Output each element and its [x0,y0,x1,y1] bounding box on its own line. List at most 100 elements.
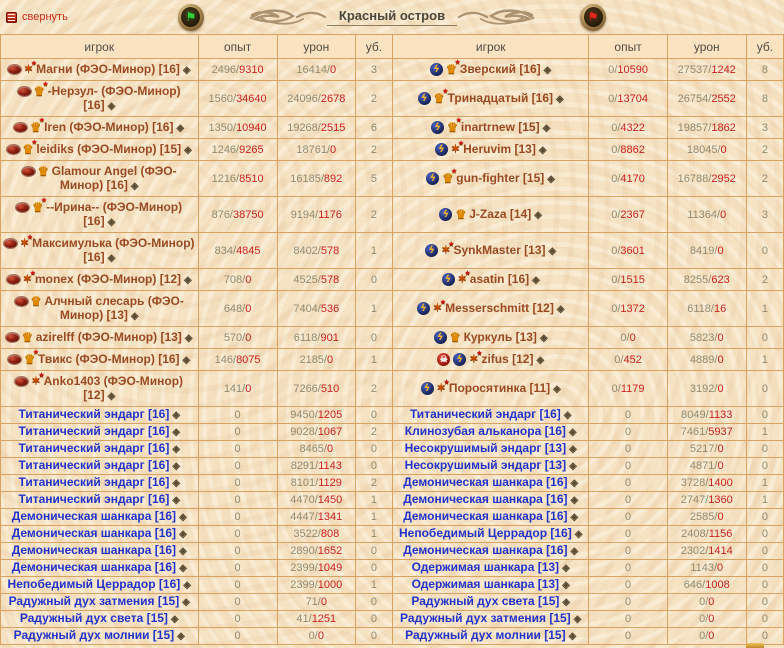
info-icon[interactable]: ◈ [172,410,181,421]
player-name-link[interactable]: Максимулька (ФЭО-Минор) [16] [32,235,195,264]
info-icon[interactable]: ◈ [107,216,116,228]
player-name-link[interactable]: Зверский [16] [459,61,541,76]
player-name-link[interactable]: Heruvim [13] [463,141,536,156]
monster-name-link[interactable]: Демоническая шанкара [16] [403,543,568,557]
player-name-link[interactable]: Тринадцатый [16] [447,90,554,105]
monster-name-link[interactable]: Непобедимый Церрадор [16] [7,577,181,591]
monster-name-link[interactable]: Титанический эндарг [16] [18,492,170,506]
info-icon[interactable]: ◈ [556,93,564,105]
info-icon[interactable]: ◈ [107,252,116,264]
monster-name-link[interactable]: Титанический эндарг [16] [18,475,170,489]
player-name-link[interactable]: -Нерзул- (ФЭО-Минор) [16] [47,83,181,112]
info-icon[interactable]: ◈ [130,310,139,322]
player-name-link[interactable]: leidiks (ФЭО-Минор) [15] [36,141,182,156]
player-name-link[interactable]: J-Zaza [14] [469,206,532,221]
monster-name-link[interactable]: Радужный дух затмения [15] [400,611,571,625]
info-icon[interactable]: ◈ [172,427,181,438]
info-icon[interactable]: ◈ [538,144,547,156]
monster-name-link[interactable]: Титанический эндарг [16] [18,424,170,438]
info-icon[interactable]: ◈ [107,390,116,402]
info-icon[interactable]: ◈ [172,461,181,472]
info-icon[interactable]: ◈ [570,495,579,506]
info-icon[interactable]: ◈ [543,64,552,76]
info-icon[interactable]: ◈ [183,580,191,591]
monster-name-link[interactable]: Демоническая шанкара [16] [403,475,568,489]
player-name-link[interactable]: asatin [16] [469,271,530,286]
player-name-link[interactable]: azirelff (ФЭО-Минор) [13] [35,329,182,344]
info-icon[interactable]: ◈ [177,631,185,642]
info-icon[interactable]: ◈ [539,332,548,344]
player-name-link[interactable]: Поросятинка [11] [448,380,551,395]
monster-name-link[interactable]: Титанический эндарг [16] [18,407,170,421]
monster-name-link[interactable]: Радужный дух молнии [15] [405,628,566,642]
info-icon[interactable]: ◈ [570,478,579,489]
monster-name-link[interactable]: Титанический эндарг [16] [409,407,561,421]
info-icon[interactable]: ◈ [547,173,555,185]
player-name-link[interactable]: Куркуль [13] [463,329,537,344]
info-icon[interactable]: ◈ [562,597,571,608]
player-name-link[interactable]: inartrnew [15] [460,119,540,134]
collapse-link[interactable]: свернуть [6,0,68,34]
info-icon[interactable]: ◈ [570,512,579,523]
info-icon[interactable]: ◈ [569,461,577,472]
info-icon[interactable]: ◈ [184,144,192,156]
info-icon[interactable]: ◈ [542,122,551,134]
info-icon[interactable]: ◈ [562,580,570,591]
info-icon[interactable]: ◈ [172,478,181,489]
player-name-link[interactable]: Алчный слесарь (ФЭО-Минор) [13] [44,293,184,322]
info-icon[interactable]: ◈ [556,303,565,315]
monster-name-link[interactable]: Одержимая шанкара [13] [411,560,560,574]
info-icon[interactable]: ◈ [184,332,193,344]
monster-name-link[interactable]: Радужный дух света [15] [411,594,560,608]
player-name-link[interactable]: Iren (ФЭО-Минор) [16] [44,119,174,134]
info-icon[interactable]: ◈ [573,614,582,625]
info-icon[interactable]: ◈ [532,274,540,286]
info-icon[interactable]: ◈ [182,354,191,366]
monster-name-link[interactable]: Демоническая шанкара [16] [11,509,177,523]
monster-name-link[interactable]: Радужный дух молнии [15] [13,628,175,642]
monster-name-link[interactable]: Несокрушимый эндарг [13] [404,441,567,455]
info-icon[interactable]: ◈ [179,529,187,540]
info-icon[interactable]: ◈ [176,122,185,134]
monster-name-link[interactable]: Несокрушимый эндарг [13] [404,458,567,472]
info-icon[interactable]: ◈ [570,546,579,557]
info-icon[interactable]: ◈ [179,512,187,523]
info-icon[interactable]: ◈ [182,597,190,608]
monster-name-link[interactable]: Клинозубая альканора [16] [404,424,566,438]
monster-name-link[interactable]: Одержимая шанкара [13] [411,577,560,591]
monster-name-link[interactable]: Демоническая шанкара [16] [11,560,177,574]
player-name-link[interactable]: SynkMaster [13] [453,242,546,257]
monster-name-link[interactable]: Радужный дух затмения [15] [8,594,180,608]
player-name-link[interactable]: Glamour Angel (ФЭО-Минор) [16] [51,163,177,192]
info-icon[interactable]: ◈ [553,383,561,395]
monster-name-link[interactable]: Демоническая шанкара [16] [403,492,568,506]
info-icon[interactable]: ◈ [170,614,179,625]
info-icon[interactable]: ◈ [184,274,192,286]
info-icon[interactable]: ◈ [172,444,181,455]
info-icon[interactable]: ◈ [179,546,187,557]
player-name-link[interactable]: Твикс (ФЭО-Минор) [16] [38,351,180,366]
info-icon[interactable]: ◈ [563,410,572,421]
monster-name-link[interactable]: Демоническая шанкара [16] [11,526,177,540]
player-name-link[interactable]: Messerschmitt [12] [445,300,554,315]
monster-name-link[interactable]: Демоническая шанкара [16] [11,543,177,557]
info-icon[interactable]: ◈ [536,354,545,366]
monster-name-link[interactable]: Титанический эндарг [16] [18,458,170,472]
info-icon[interactable]: ◈ [172,495,181,506]
info-icon[interactable]: ◈ [182,64,191,76]
player-name-link[interactable]: --Ирина-- (ФЭО-Минор) [16] [46,199,183,228]
monster-name-link[interactable]: Демоническая шанкара [16] [403,509,568,523]
player-name-link[interactable]: Магни (ФЭО-Минор) [16] [36,61,180,76]
info-icon[interactable]: ◈ [568,427,577,438]
player-name-link[interactable]: gun-fighter [15] [456,170,545,185]
info-icon[interactable]: ◈ [130,180,139,192]
info-icon[interactable]: ◈ [562,563,570,574]
info-icon[interactable]: ◈ [534,209,542,221]
info-icon[interactable]: ◈ [569,444,577,455]
info-icon[interactable]: ◈ [568,631,577,642]
player-name-link[interactable]: zifus [12] [481,351,534,366]
info-icon[interactable]: ◈ [548,245,557,257]
monster-name-link[interactable]: Непобедимый Церрадор [16] [399,526,572,540]
info-icon[interactable]: ◈ [179,563,187,574]
info-icon[interactable]: ◈ [574,529,583,540]
